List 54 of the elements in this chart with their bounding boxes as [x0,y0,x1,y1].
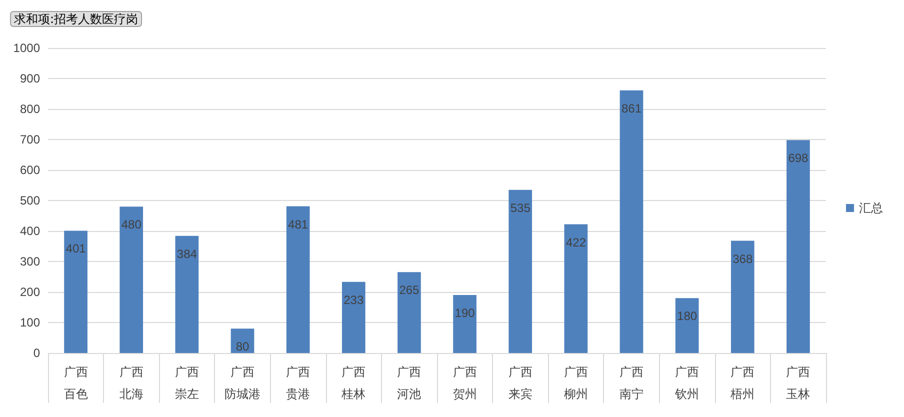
data-label: 180 [677,309,698,324]
x-tick-label: 广西崇左 [174,365,199,401]
bar [175,236,199,353]
data-label: 481 [288,217,308,232]
x-tick-label: 广西来宾 [508,365,532,401]
data-label: 698 [788,151,809,166]
bar [453,295,476,353]
data-label: 480 [121,218,142,232]
y-tick-label: 600 [20,163,40,177]
data-label: 422 [566,235,586,250]
data-label: 535 [510,200,531,215]
data-label: 401 [66,242,86,256]
x-tick-label: 广西北海 [119,365,144,401]
data-label: 233 [344,292,364,307]
y-tick-label: 900 [20,72,40,86]
x-tick-label: 广西防城港 [224,365,260,401]
data-label: 265 [399,283,420,298]
x-tick-label: 广西柳州 [564,365,588,401]
bar [620,90,644,353]
x-tick-label: 广西南宁 [620,365,644,401]
x-tick-label: 广西河池 [397,365,422,401]
bar [286,206,310,353]
bar [508,190,532,353]
bar [730,240,754,353]
y-tick-label: 700 [20,132,40,146]
bar [342,282,366,353]
bar [398,272,421,353]
y-tick-label: 200 [20,285,40,299]
legend-label: 汇总 [859,201,883,215]
y-tick-label: 100 [20,316,40,330]
chart-title: 求和项:招考人数医疗岗 [14,12,138,26]
x-tick-label: 广西玉林 [786,365,810,401]
y-tick-label: 0 [33,346,40,360]
y-tick-label: 300 [20,254,40,268]
x-tick-label: 广西百色 [64,365,88,401]
y-tick-label: 1000 [13,41,40,55]
bar [786,140,810,353]
bar [675,298,699,353]
x-tick-label: 广西贵港 [286,365,310,401]
data-label: 861 [621,101,642,116]
x-tick-label: 广西钦州 [674,365,700,401]
data-label: 190 [454,306,476,320]
x-tick-label: 广西梧州 [730,365,755,401]
bar [120,206,144,353]
data-label: 368 [732,252,753,266]
x-tick-label: 广西桂林 [340,365,366,401]
y-tick-label: 800 [20,102,40,116]
x-tick-label: 广西贺州 [452,365,477,401]
data-label: 384 [176,246,198,261]
bar [564,224,588,353]
y-tick-label: 400 [20,224,40,238]
bar [64,230,88,353]
y-tick-label: 500 [20,194,40,208]
data-label: 80 [236,340,250,354]
